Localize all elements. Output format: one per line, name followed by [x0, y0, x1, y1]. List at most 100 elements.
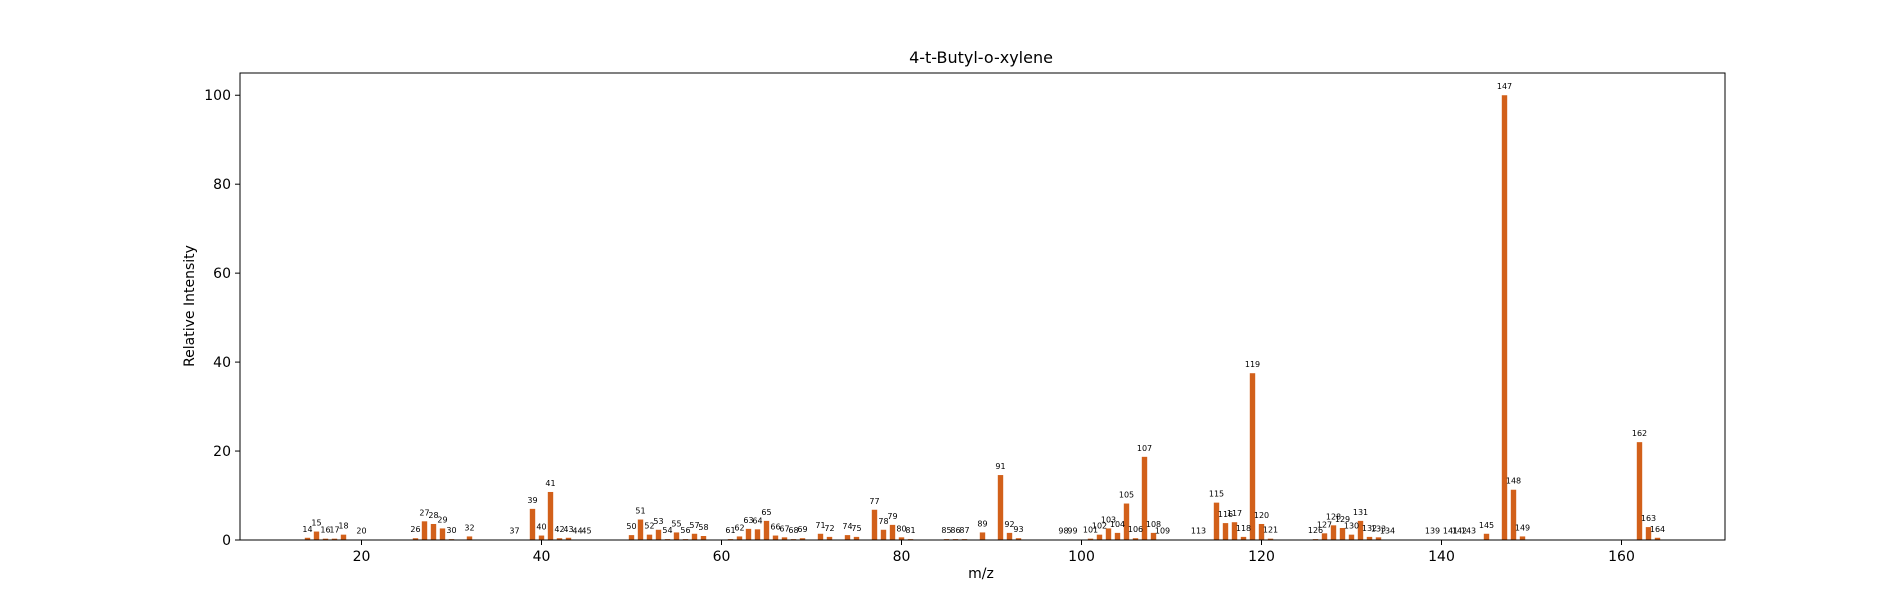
bar-mz-102 [1096, 534, 1103, 540]
bar-mz-52 [646, 534, 653, 540]
bar-mz-55 [673, 532, 680, 540]
peak-label-148: 148 [1506, 477, 1521, 486]
bar-mz-105 [1123, 503, 1130, 540]
peak-label-93: 93 [1013, 525, 1023, 534]
x-tick-label-80: 80 [893, 549, 911, 565]
peak-label-67: 67 [779, 524, 789, 533]
peak-label-65: 65 [761, 508, 771, 517]
bars-group [304, 95, 1661, 541]
peak-label-134: 134 [1380, 527, 1395, 536]
peak-label-63: 63 [743, 516, 753, 525]
bar-mz-148 [1510, 489, 1517, 540]
peak-label-120: 120 [1254, 511, 1269, 520]
peak-label-147: 147 [1497, 82, 1512, 91]
peak-label-20: 20 [356, 527, 366, 536]
peak-label-50: 50 [626, 522, 636, 531]
peak-label-81: 81 [905, 526, 915, 535]
peak-label-26: 26 [410, 525, 420, 534]
peak-label-79: 79 [887, 512, 897, 521]
peak-label-128: 128 [1326, 512, 1341, 521]
peak-label-66: 66 [770, 523, 780, 532]
peak-label-113: 113 [1191, 527, 1206, 536]
bar-mz-58 [700, 536, 707, 540]
peak-label-29: 29 [437, 515, 447, 524]
peak-label-75: 75 [851, 524, 861, 533]
bar-mz-101 [1087, 538, 1094, 540]
peak-label-104: 104 [1110, 520, 1125, 529]
peak-label-87: 87 [959, 526, 969, 535]
x-tick-label-20: 20 [353, 549, 371, 565]
bar-mz-40 [538, 535, 545, 540]
bar-mz-108 [1150, 532, 1157, 540]
bar-mz-89 [979, 532, 986, 540]
bar-mz-57 [691, 533, 698, 540]
peak-label-109: 109 [1155, 527, 1170, 536]
y-tick-label-20: 20 [213, 444, 231, 460]
peak-label-80: 80 [896, 524, 906, 533]
peak-label-71: 71 [815, 521, 825, 530]
bar-mz-120 [1258, 523, 1265, 540]
bar-mz-79 [889, 524, 896, 540]
bar-mz-16 [322, 538, 329, 540]
peak-label-74: 74 [842, 522, 852, 531]
bar-mz-65 [763, 520, 770, 540]
peak-label-61: 61 [725, 526, 735, 535]
bar-mz-69 [799, 538, 806, 540]
peak-label-127: 127 [1317, 520, 1332, 529]
bar-mz-162 [1636, 442, 1643, 540]
bar-mz-28 [430, 523, 437, 540]
x-tick-label-60: 60 [713, 549, 731, 565]
peak-label-64: 64 [752, 516, 762, 525]
bar-mz-66 [772, 535, 779, 540]
bar-mz-133 [1375, 537, 1382, 540]
peak-label-86: 86 [950, 526, 960, 535]
y-axis-title: Relative Intensity [182, 245, 198, 367]
bar-mz-67 [781, 537, 788, 540]
peak-label-142: 142 [1452, 527, 1467, 536]
bar-mz-93 [1015, 538, 1022, 540]
bar-mz-17 [331, 538, 338, 540]
peak-label-68: 68 [788, 526, 798, 535]
peak-label-132: 132 [1362, 524, 1377, 533]
bar-mz-74 [844, 535, 851, 540]
x-tick-label-120: 120 [1248, 549, 1275, 565]
peak-label-116: 116 [1218, 510, 1233, 519]
bar-mz-129 [1339, 527, 1346, 540]
peak-label-126: 126 [1308, 526, 1323, 535]
x-tick-label-140: 140 [1428, 549, 1455, 565]
y-tick-label-0: 0 [222, 533, 231, 549]
x-tick-label-100: 100 [1068, 549, 1095, 565]
peak-label-32: 32 [464, 523, 474, 532]
peak-label-106: 106 [1128, 525, 1143, 534]
peak-label-57: 57 [689, 521, 699, 530]
peak-label-43: 43 [563, 525, 573, 534]
peak-label-44: 44 [572, 527, 582, 536]
peak-label-133: 133 [1371, 524, 1386, 533]
bar-mz-107 [1141, 456, 1148, 540]
peak-label-85: 85 [941, 526, 951, 535]
peak-label-45: 45 [581, 527, 591, 536]
bar-mz-41 [547, 491, 554, 540]
bar-mz-77 [871, 509, 878, 540]
peak-label-99: 99 [1067, 527, 1077, 536]
bar-mz-103 [1105, 528, 1112, 540]
peak-label-30: 30 [446, 526, 456, 535]
peak-label-16: 16 [320, 526, 330, 535]
bar-mz-39 [529, 508, 536, 540]
peak-label-131: 131 [1353, 508, 1368, 517]
peak-label-107: 107 [1137, 444, 1152, 453]
x-axis-ticks: 20 40 60 80 100 120 140 160 [353, 540, 1635, 565]
peak-label-28: 28 [428, 511, 438, 520]
peak-label-17: 17 [329, 526, 339, 535]
bar-mz-106 [1132, 538, 1139, 540]
bar-mz-131 [1357, 520, 1364, 540]
bar-mz-127 [1321, 533, 1328, 540]
peak-label-102: 102 [1092, 522, 1107, 531]
x-tick-label-40: 40 [533, 549, 551, 565]
peak-label-58: 58 [698, 523, 708, 532]
y-axis-ticks: 0 20 40 60 80 100 [204, 88, 240, 549]
bar-mz-128 [1330, 525, 1337, 540]
peak-label-72: 72 [824, 524, 834, 533]
bar-mz-117 [1231, 522, 1238, 540]
y-tick-label-60: 60 [213, 266, 231, 282]
